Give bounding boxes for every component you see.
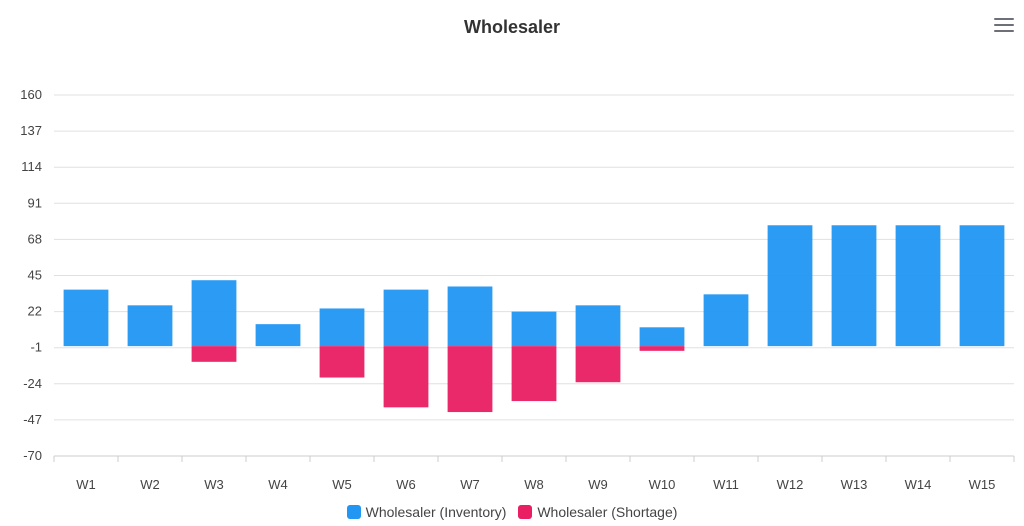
x-tick-label: W4 <box>268 477 288 492</box>
x-axis: W1 W2 W3 W4 W5 W6 W7 W8 W9 W10 W11 W12 W13 W14 W15 <box>53 455 1015 492</box>
x-tick-label: W9 <box>588 477 608 492</box>
y-tick-label: 160 <box>20 87 42 102</box>
bar-inventory[interactable] <box>127 305 173 347</box>
legend-label-inventory: Wholesaler (Inventory) <box>365 504 507 520</box>
legend: Wholesaler (Inventory) Wholesaler (Short… <box>0 504 1024 522</box>
y-tick-label: 114 <box>21 159 42 174</box>
x-tick-label: W1 <box>76 477 96 492</box>
bar-inventory[interactable] <box>767 225 813 347</box>
y-tick-label: -70 <box>23 448 42 463</box>
x-tick-label: W12 <box>777 477 804 492</box>
legend-item-inventory[interactable]: Wholesaler (Inventory) <box>346 504 507 520</box>
bar-inventory[interactable] <box>447 286 493 347</box>
x-tick-label: W13 <box>841 477 868 492</box>
bars <box>63 225 1005 413</box>
x-tick-label: W10 <box>649 477 676 492</box>
bar-inventory[interactable] <box>959 225 1005 347</box>
bar-inventory[interactable] <box>575 305 621 347</box>
x-tick-label: W14 <box>905 477 932 492</box>
bar-shortage[interactable] <box>383 346 429 408</box>
bar-inventory[interactable] <box>831 225 877 347</box>
bar-shortage[interactable] <box>575 346 621 383</box>
legend-swatch-inventory <box>346 505 361 519</box>
x-tick-label: W2 <box>140 477 160 492</box>
y-tick-label: 22 <box>28 304 42 319</box>
y-axis-ticks: 160 137 114 91 68 45 22 -1 -24 -47 -70 <box>20 87 42 463</box>
legend-swatch-shortage <box>518 505 533 519</box>
y-tick-label: 137 <box>20 123 42 138</box>
bar-inventory[interactable] <box>63 289 109 347</box>
x-tick-label: W7 <box>460 477 480 492</box>
bar-inventory[interactable] <box>511 311 557 347</box>
x-tick-label: W8 <box>524 477 544 492</box>
bar-inventory[interactable] <box>191 280 237 347</box>
hamburger-menu-icon[interactable] <box>994 18 1014 34</box>
y-tick-label: 45 <box>28 268 42 283</box>
y-tick-label: -24 <box>23 376 42 391</box>
bar-shortage[interactable] <box>447 346 493 413</box>
bar-shortage[interactable] <box>511 346 557 402</box>
legend-item-shortage[interactable]: Wholesaler (Shortage) <box>518 504 677 520</box>
bar-inventory[interactable] <box>255 324 301 347</box>
x-tick-label: W11 <box>713 477 739 492</box>
y-tick-label: -1 <box>30 340 42 355</box>
bar-inventory[interactable] <box>703 294 749 347</box>
chart-title: Wholesaler <box>463 17 561 37</box>
bar-inventory[interactable] <box>895 225 941 347</box>
bar-shortage[interactable] <box>191 346 237 362</box>
bar-inventory[interactable] <box>319 308 365 347</box>
x-tick-label: W15 <box>969 477 996 492</box>
x-tick-label: W5 <box>332 477 352 492</box>
legend-label-shortage: Wholesaler (Shortage) <box>537 504 678 520</box>
y-tick-label: -47 <box>23 412 42 427</box>
bar-shortage[interactable] <box>639 346 685 351</box>
y-tick-label: 91 <box>28 195 42 210</box>
bar-inventory[interactable] <box>639 327 685 347</box>
x-tick-label: W3 <box>204 477 224 492</box>
y-tick-label: 68 <box>28 231 42 246</box>
bar-inventory[interactable] <box>383 289 429 347</box>
x-tick-label: W6 <box>396 477 416 492</box>
bar-shortage[interactable] <box>319 346 365 378</box>
